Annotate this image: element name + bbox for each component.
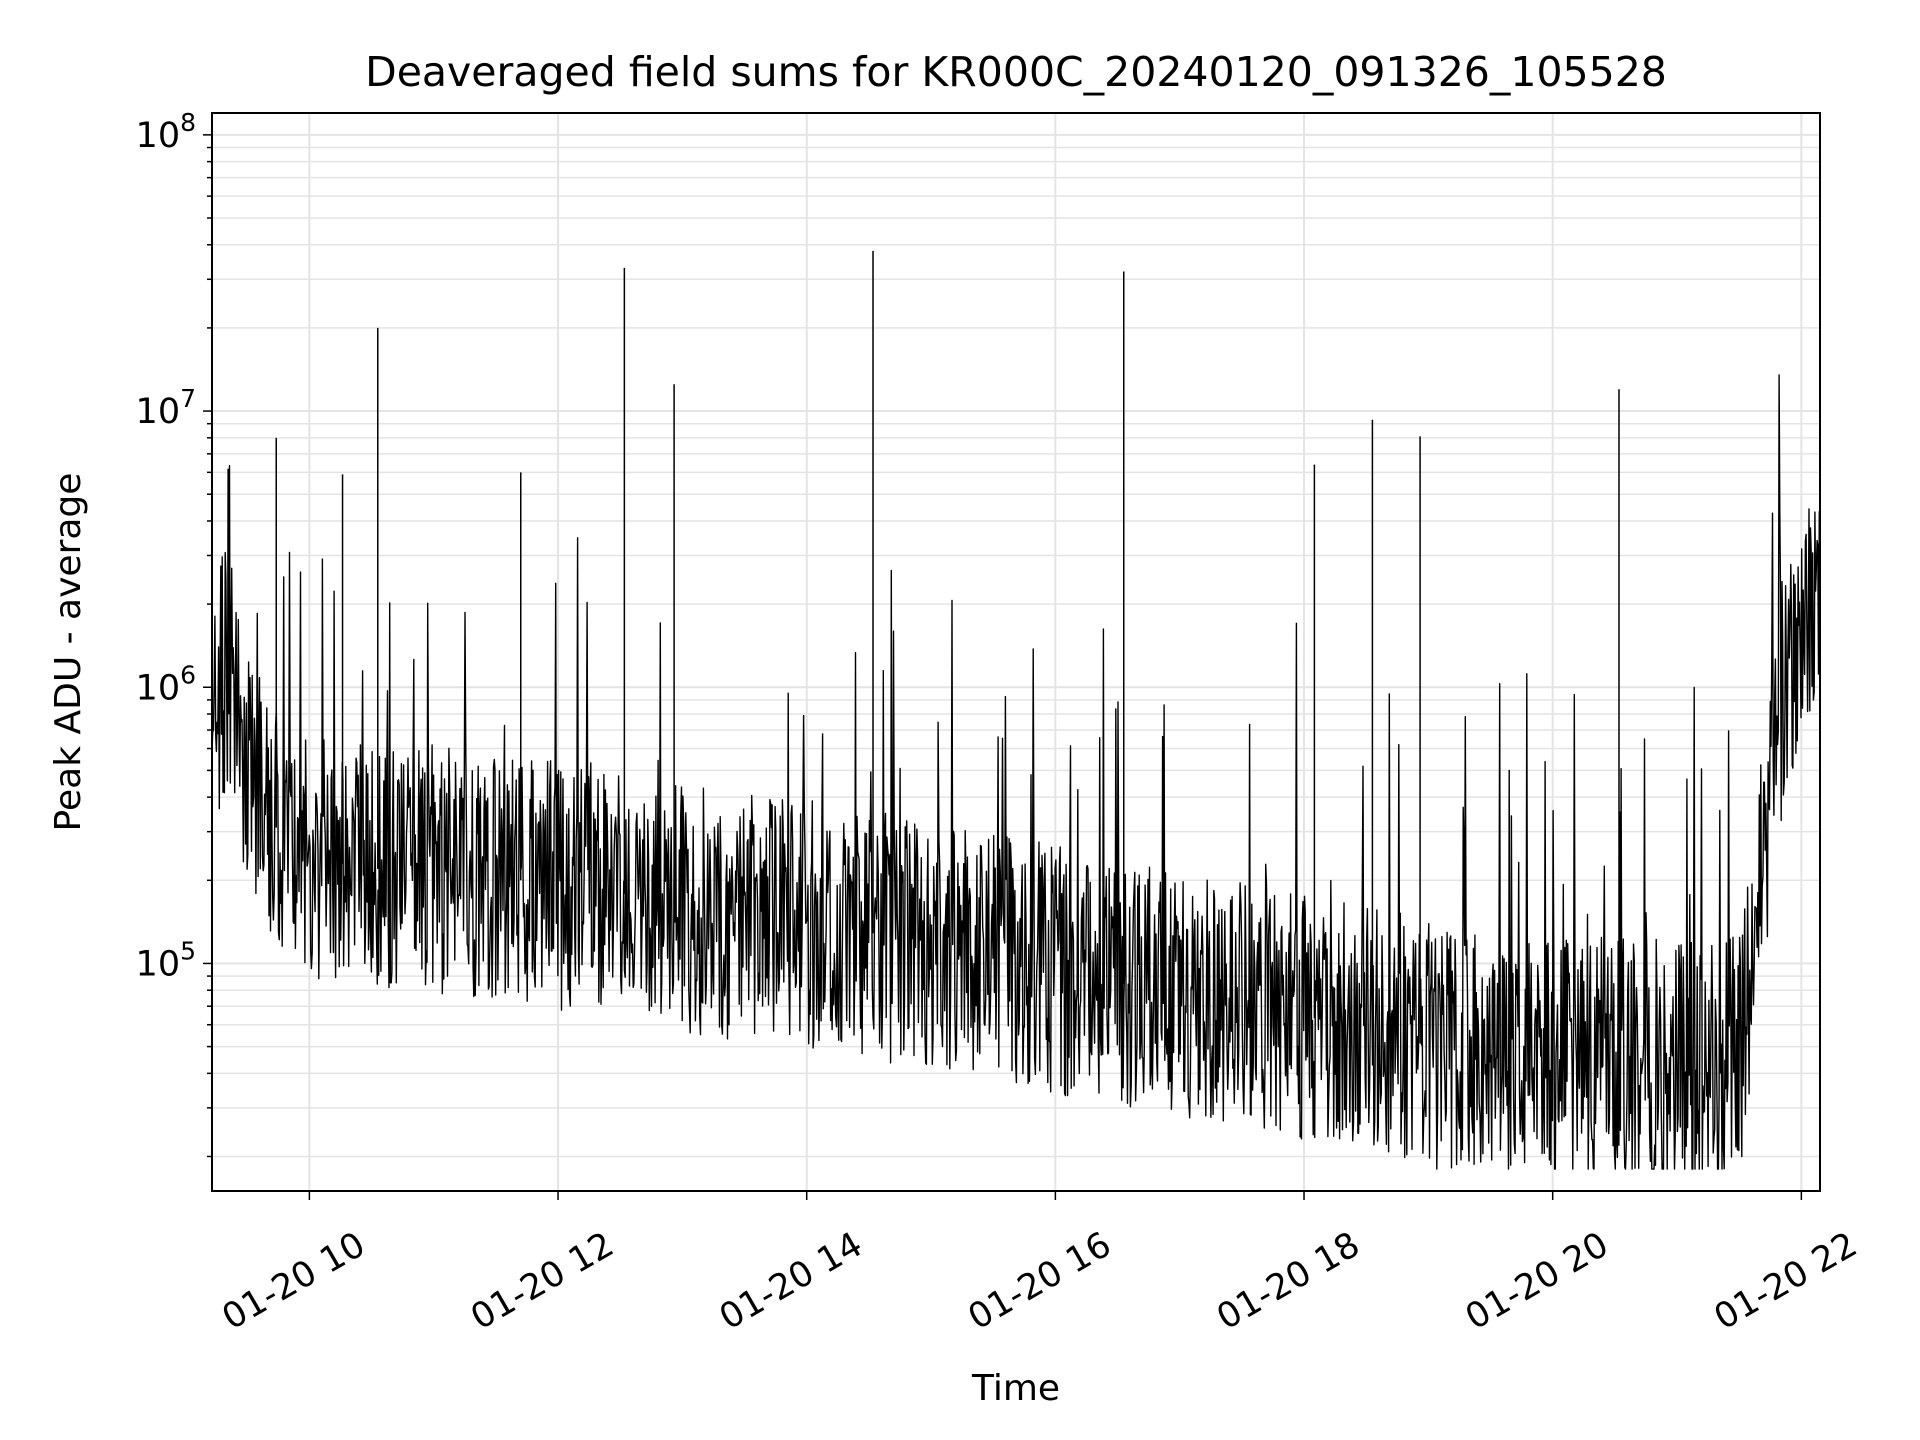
y-tick-label: 107 [136, 384, 196, 432]
x-axis-label: Time [971, 1368, 1060, 1409]
plot-frame [211, 112, 1821, 1192]
y-tick-label: 106 [136, 660, 196, 708]
chart-title: Deaveraged field sums for KR000C_2024012… [365, 48, 1667, 96]
y-tick-label: 108 [136, 108, 196, 156]
data-line [211, 374, 1821, 1170]
y-axis-label: Peak ADU - average [48, 473, 89, 832]
y-tick-label: 105 [136, 936, 196, 984]
